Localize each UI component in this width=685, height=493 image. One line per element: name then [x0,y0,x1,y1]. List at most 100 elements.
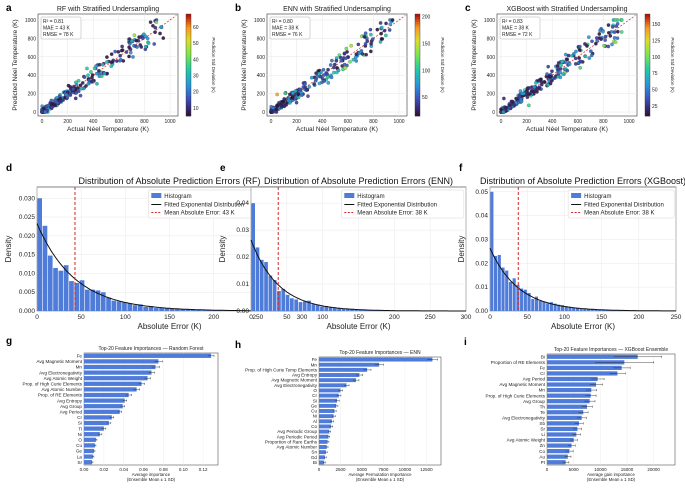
data-point [290,91,295,95]
data-point [507,103,512,107]
importance-bar [547,354,638,359]
data-point [343,66,348,70]
panel-title: Top-20 Feature Importances — Random Fore… [98,346,204,352]
data-point [619,30,624,34]
x-tick-label: 1000 [623,119,634,125]
data-point [105,55,109,59]
feature-label: Si [313,398,317,403]
hist-bar [148,306,154,311]
colorbar-segment [415,100,420,104]
hist-bar [538,300,542,311]
colorbar-segment [645,21,650,25]
colorbar-segment [645,16,650,20]
data-point [58,99,63,104]
data-point [89,70,93,74]
y-tick-label: 0.04 [475,213,488,220]
colorbar-segment [415,62,420,66]
feature-label: Mn [76,365,83,370]
data-point [578,65,583,70]
feature-label: Gd [311,455,318,460]
feature-label: Sr [540,427,545,432]
data-point [343,56,348,61]
data-point [154,20,159,24]
x-tick-label: 5000 [357,467,368,472]
hist-bar [47,255,53,311]
feature-label: Ti [78,426,82,431]
data-point [283,103,288,107]
data-point [325,72,329,76]
hist-bar [95,290,101,311]
colorbar-segment [186,36,191,40]
x-tick-label: 0.12 [199,467,208,472]
data-point [299,93,304,98]
colorbar-segment [645,100,650,104]
hist-bar [196,309,201,311]
data-point [603,38,607,42]
data-point [312,82,316,86]
data-point [322,73,326,77]
data-point [317,71,321,76]
colorbar-segment [186,49,191,53]
x-tick-label: 800 [369,119,378,125]
x-tick-label: 0.06 [139,467,148,472]
colorbar-segment [186,98,191,101]
colorbar-segment [415,59,420,63]
stats-text: RMSE = 76 K [272,32,303,38]
data-point [317,81,322,86]
colorbar-segment [645,67,650,71]
feature-label: Avg Entropy [292,373,318,378]
hist-bar [53,267,58,311]
hist-bar [90,289,95,311]
feature-label: Cu [76,443,82,448]
feature-label: Prop. of High Curie Elements [23,381,83,386]
importance-bar [547,399,590,404]
x-tick-label: 7500 [378,467,389,472]
feature-label: Th [540,404,546,409]
identity-line [270,15,406,113]
data-point [294,100,299,105]
data-point [587,35,591,39]
hist-bar [307,300,311,311]
importance-bar [84,437,96,442]
hist-bar [79,280,85,311]
stats-box-bg [499,16,541,40]
y-tick-label: 200 [28,92,37,98]
legend-swatch-histogram [344,193,355,198]
data-point [563,60,568,65]
hist-bar [590,309,594,311]
feature-label: Li [541,432,545,437]
data-point [601,29,605,34]
feature-label: Avg Period [60,409,83,414]
data-point [519,99,524,104]
colorbar-segment [186,85,191,89]
x-axis-label: Absolute Error (K) [326,322,390,331]
importance-bar [319,388,341,393]
panel-title: ENN with Stratified Undersampling [283,6,391,13]
x-tick-label: 0.02 [99,467,108,472]
colorbar-segment [415,67,420,71]
x-tick-label: 0 [249,314,253,321]
x-tick-label: 250 [252,314,263,321]
y-tick-label: 0.05 [475,189,488,196]
importance-bar [319,393,339,398]
legend-swatch-histogram [151,193,162,198]
legend-label: Mean Absolute Error: 43 K [164,211,234,217]
feature-label: Fe [312,357,318,362]
data-point [539,80,544,85]
colorbar-segment [186,87,191,91]
hist-bar [58,270,64,311]
colorbar-segment [186,108,191,112]
colorbar-segment [415,110,420,114]
colorbar-tick-label: 30 [193,74,199,80]
colorbar-segment [186,31,191,35]
x-tick-label: 100 [317,314,328,321]
data-point [384,21,388,26]
data-point [97,68,101,73]
importance-bar [84,392,129,398]
data-point [50,101,55,106]
colorbar-segment [186,26,191,30]
colorbar-segment [645,82,650,86]
data-point [556,61,561,65]
colorbar-tick-label: 20 [193,90,199,96]
legend-label: Fitted Exponential Distribution [357,203,437,209]
